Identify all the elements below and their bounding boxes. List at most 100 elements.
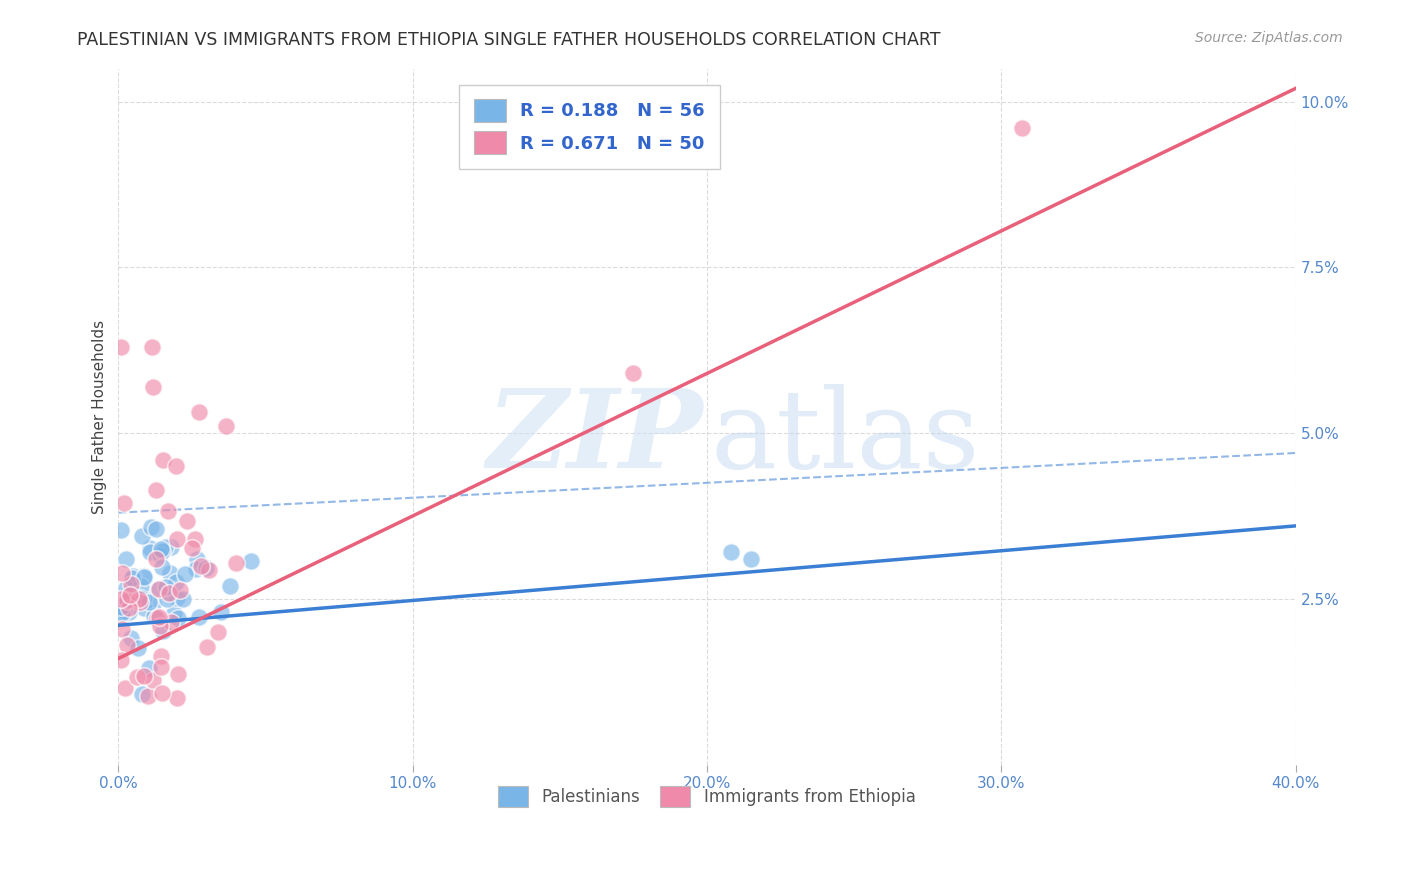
- Point: [142, 673, 165, 687]
- Point: [138, 661, 160, 675]
- Point: [111, 566, 134, 581]
- Point: [115, 593, 138, 607]
- Point: [145, 551, 167, 566]
- Point: [149, 619, 172, 633]
- Point: [195, 640, 218, 654]
- Point: [166, 666, 188, 681]
- Point: [194, 561, 217, 575]
- Point: [155, 580, 177, 594]
- Point: [110, 653, 132, 667]
- Point: [159, 566, 181, 581]
- Point: [141, 340, 163, 354]
- Y-axis label: Single Father Households: Single Father Households: [93, 319, 107, 514]
- Point: [163, 606, 186, 620]
- Point: [110, 523, 132, 537]
- Point: [110, 591, 132, 606]
- Point: [129, 591, 152, 606]
- Point: [188, 404, 211, 418]
- Point: [120, 588, 142, 602]
- Point: [239, 554, 262, 568]
- Point: [139, 541, 162, 555]
- Point: [120, 577, 142, 591]
- Point: [623, 366, 645, 380]
- Point: [148, 582, 170, 596]
- Point: [720, 545, 742, 559]
- Point: [173, 567, 195, 582]
- Point: [152, 624, 174, 639]
- Point: [110, 610, 132, 624]
- Point: [176, 514, 198, 528]
- Point: [131, 687, 153, 701]
- Point: [118, 587, 141, 601]
- Point: [145, 522, 167, 536]
- Point: [115, 593, 138, 607]
- Point: [131, 528, 153, 542]
- Point: [166, 691, 188, 706]
- Point: [184, 533, 207, 547]
- Point: [111, 622, 134, 636]
- Point: [121, 570, 143, 584]
- Point: [190, 558, 212, 573]
- Point: [134, 569, 156, 583]
- Point: [165, 459, 187, 474]
- Point: [127, 670, 149, 684]
- Point: [169, 582, 191, 597]
- Point: [118, 601, 141, 615]
- Point: [134, 669, 156, 683]
- Point: [1011, 121, 1033, 136]
- Point: [160, 541, 183, 555]
- Point: [207, 625, 229, 640]
- Point: [150, 559, 173, 574]
- Point: [152, 686, 174, 700]
- Text: PALESTINIAN VS IMMIGRANTS FROM ETHIOPIA SINGLE FATHER HOUSEHOLDS CORRELATION CHA: PALESTINIAN VS IMMIGRANTS FROM ETHIOPIA …: [77, 31, 941, 49]
- Point: [118, 605, 141, 619]
- Point: [110, 340, 132, 354]
- Point: [142, 380, 165, 394]
- Point: [134, 601, 156, 615]
- Legend: Palestinians, Immigrants from Ethiopia: Palestinians, Immigrants from Ethiopia: [491, 777, 924, 815]
- Point: [157, 585, 180, 599]
- Point: [128, 592, 150, 607]
- Point: [156, 504, 179, 518]
- Point: [152, 452, 174, 467]
- Point: [127, 641, 149, 656]
- Point: [165, 574, 187, 589]
- Point: [114, 681, 136, 695]
- Point: [149, 548, 172, 562]
- Text: Source: ZipAtlas.com: Source: ZipAtlas.com: [1195, 31, 1343, 45]
- Point: [166, 591, 188, 605]
- Point: [160, 615, 183, 629]
- Point: [187, 609, 209, 624]
- Point: [148, 609, 170, 624]
- Point: [153, 540, 176, 554]
- Point: [129, 579, 152, 593]
- Point: [112, 604, 135, 618]
- Point: [120, 632, 142, 646]
- Point: [134, 590, 156, 604]
- Point: [112, 496, 135, 510]
- Point: [150, 541, 173, 556]
- Point: [139, 520, 162, 534]
- Point: [740, 552, 762, 566]
- Point: [167, 610, 190, 624]
- Point: [142, 597, 165, 611]
- Point: [184, 562, 207, 576]
- Point: [142, 609, 165, 624]
- Point: [150, 648, 173, 663]
- Point: [209, 606, 232, 620]
- Point: [172, 591, 194, 606]
- Text: ZIP: ZIP: [486, 384, 703, 491]
- Point: [134, 570, 156, 584]
- Point: [115, 639, 138, 653]
- Point: [148, 582, 170, 596]
- Point: [128, 595, 150, 609]
- Point: [219, 579, 242, 593]
- Point: [138, 595, 160, 609]
- Point: [110, 606, 132, 620]
- Point: [145, 483, 167, 497]
- Point: [186, 552, 208, 566]
- Point: [225, 557, 247, 571]
- Point: [198, 563, 221, 577]
- Point: [181, 541, 204, 555]
- Point: [166, 532, 188, 546]
